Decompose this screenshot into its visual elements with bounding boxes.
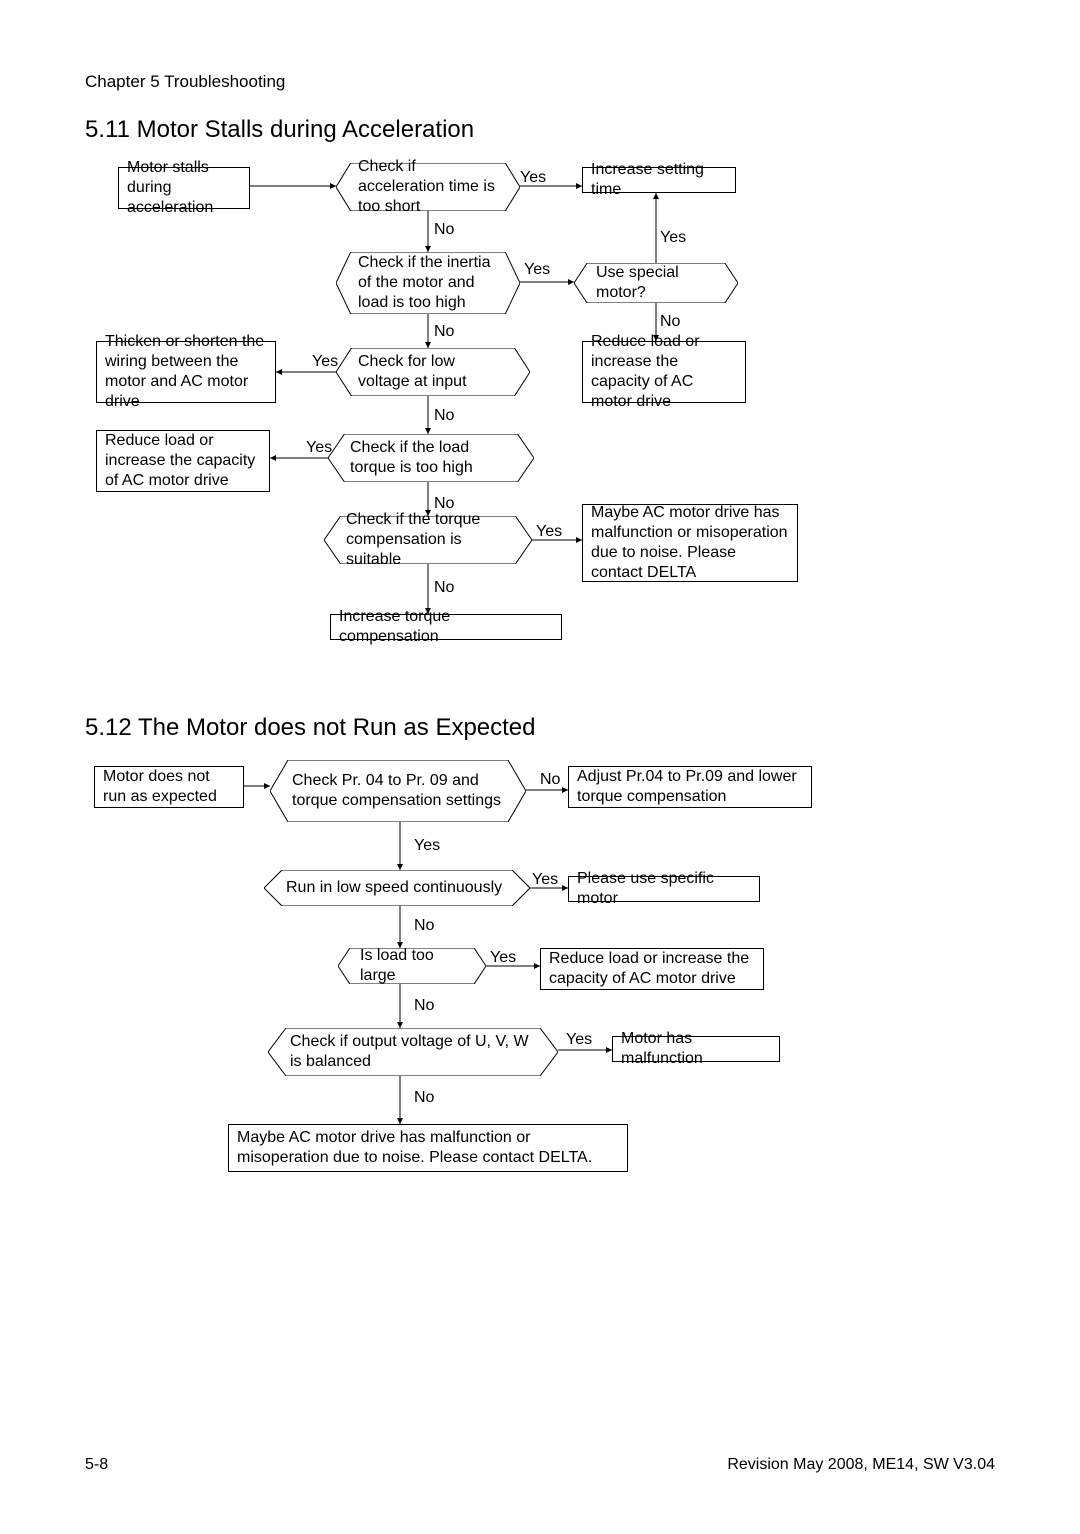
svg-text:No: No	[434, 323, 455, 340]
flowchart-decision-box: Is load too large	[338, 948, 486, 984]
flowchart-process-box: Adjust Pr.04 to Pr.09 and lower torque c…	[568, 766, 812, 808]
svg-text:No: No	[414, 917, 435, 934]
flowchart-process-box: Increase setting time	[582, 167, 736, 193]
flowchart-decision-box: Check for low voltage at input	[336, 348, 530, 396]
svg-text:Yes: Yes	[566, 1031, 592, 1048]
svg-text:Yes: Yes	[532, 871, 558, 888]
svg-text:No: No	[434, 407, 455, 424]
flowchart-decision-box: Check if output voltage of U, V, W is ba…	[268, 1028, 558, 1076]
svg-text:Yes: Yes	[536, 523, 562, 540]
page: Chapter 5 Troubleshooting 5.11 Motor Sta…	[0, 0, 1080, 1534]
svg-text:Yes: Yes	[414, 837, 440, 854]
flowchart-process-box: Motor stalls during acceleration	[118, 167, 250, 209]
footer-revision: Revision May 2008, ME14, SW V3.04	[727, 1456, 995, 1474]
chapter-header: Chapter 5 Troubleshooting	[85, 72, 285, 92]
section-heading-512: 5.12 The Motor does not Run as Expected	[85, 714, 536, 742]
svg-text:Yes: Yes	[524, 261, 550, 278]
svg-text:No: No	[434, 221, 455, 238]
svg-text:No: No	[434, 579, 455, 596]
flowchart-process-box: Maybe AC motor drive has malfunction or …	[582, 504, 798, 582]
flowchart-process-box: Motor has malfunction	[612, 1036, 780, 1062]
svg-text:No: No	[414, 997, 435, 1014]
flowchart-decision-box: Run in low speed continuously	[264, 870, 530, 906]
flowchart-decision-box: Check if acceleration time is too short	[336, 163, 520, 211]
flowchart-process-box: Reduce load or increase the capacity of …	[540, 948, 764, 990]
svg-text:No: No	[540, 771, 561, 788]
flowchart-process-box: Maybe AC motor drive has malfunction or …	[228, 1124, 628, 1172]
flowchart-decision-box: Check if the torque compensation is suit…	[324, 516, 532, 564]
svg-text:No: No	[414, 1089, 435, 1106]
flowchart-process-box: Reduce load or increase the capacity of …	[582, 341, 746, 403]
svg-text:Yes: Yes	[490, 949, 516, 966]
flowchart-process-box: Thicken or shorten the wiring between th…	[96, 341, 276, 403]
svg-text:Yes: Yes	[520, 169, 546, 186]
svg-text:No: No	[660, 313, 681, 330]
svg-text:Yes: Yes	[660, 229, 686, 246]
footer-page-number: 5-8	[85, 1456, 108, 1474]
flowchart-process-box: Increase torque compensation	[330, 614, 562, 640]
flowchart-decision-box: Use special motor?	[574, 263, 738, 303]
flowchart-process-box: Reduce load or increase the capacity of …	[96, 430, 270, 492]
flowchart-process-box: Motor does not run as expected	[94, 766, 244, 808]
flowchart-decision-box: Check if the load torque is too high	[328, 434, 534, 482]
flowchart-process-box: Please use specific motor	[568, 876, 760, 902]
flowchart-decision-box: Check Pr. 04 to Pr. 09 and torque compen…	[270, 760, 526, 822]
section-heading-511: 5.11 Motor Stalls during Acceleration	[85, 116, 474, 144]
flowchart-decision-box: Check if the inertia of the motor and lo…	[336, 252, 520, 314]
svg-text:Yes: Yes	[312, 353, 338, 370]
